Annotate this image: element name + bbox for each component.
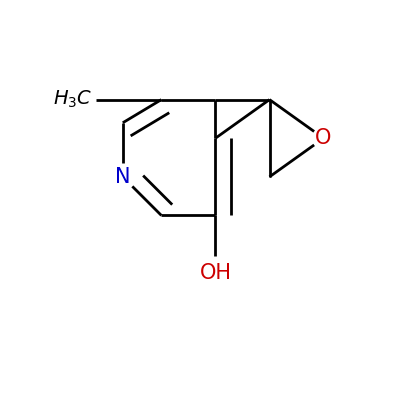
Text: N: N — [115, 167, 130, 187]
Text: $H_3C$: $H_3C$ — [53, 89, 92, 110]
Text: OH: OH — [200, 263, 232, 283]
Text: O: O — [315, 128, 332, 148]
